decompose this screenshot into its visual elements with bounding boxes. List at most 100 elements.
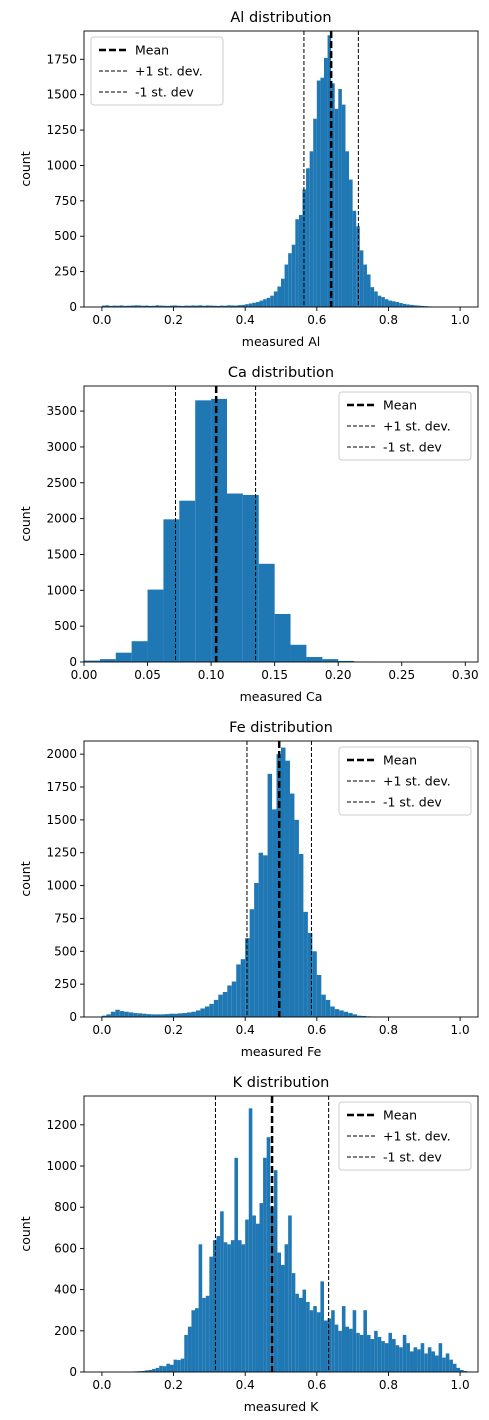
histogram-bar [212, 1240, 217, 1372]
histogram-bar [281, 278, 285, 307]
histogram-bar [289, 793, 295, 1017]
histogram-bar [133, 1013, 138, 1017]
histogram-bar [248, 303, 253, 307]
histogram-bar [209, 1003, 214, 1017]
histogram-bar [402, 1334, 407, 1372]
histogram-bar [384, 1343, 389, 1372]
histogram-bar [320, 1281, 324, 1372]
histogram-bar [160, 1014, 165, 1017]
histogram-bar [248, 1108, 253, 1372]
y-tick-label: 1000 [46, 583, 77, 597]
histogram-bar [370, 287, 375, 307]
histogram-bar [141, 305, 145, 307]
histogram-bar [366, 1334, 371, 1372]
histogram-bar [298, 854, 304, 1017]
y-tick-label: 750 [54, 194, 77, 208]
histogram-bar [352, 1014, 358, 1017]
histogram-bar [105, 305, 110, 307]
histogram-bar [357, 1015, 362, 1017]
y-tick-label: 1500 [46, 547, 77, 561]
chart-2: 0.00 0.05 0.10 0.15 0.20 0.25 0.30 0 500 1000 1500… [18, 365, 479, 704]
histogram-bar [169, 1013, 174, 1017]
x-tick-label: 0.30 [452, 668, 479, 682]
histogram-bar [395, 302, 400, 307]
histogram-bar [274, 613, 291, 662]
histogram-bar [309, 1310, 314, 1372]
histogram-bar [137, 1013, 143, 1017]
histogram-bar [223, 1242, 228, 1372]
y-tick-label: 600 [54, 1241, 77, 1255]
histogram-bars [101, 35, 461, 307]
y-tick-label: 1750 [46, 52, 77, 66]
histogram-bar [99, 659, 116, 662]
histogram-bar [245, 1219, 249, 1372]
histogram-bar [152, 305, 156, 307]
y-tick-label: 0 [69, 300, 77, 314]
histogram-bar [284, 264, 289, 307]
histogram-bar [110, 1011, 116, 1017]
y-tick-label: 200 [54, 1324, 77, 1338]
x-tick-label: 0.6 [307, 1378, 326, 1392]
histogram-bar [213, 999, 219, 1017]
y-tick-label: 0 [69, 655, 77, 669]
histogram-bar [290, 644, 307, 662]
histogram-bar [338, 1330, 342, 1372]
y-tick-label: 1500 [46, 88, 77, 102]
histogram-bar [334, 1324, 339, 1372]
legend-frame [338, 1101, 472, 1171]
y-tick-label: 400 [54, 1283, 77, 1297]
histogram-bar [241, 304, 246, 307]
histogram-bar [178, 1013, 183, 1017]
histogram-bar [227, 305, 231, 307]
histogram-bar [252, 302, 256, 307]
histogram-bar [162, 305, 167, 307]
axes-frame [83, 385, 479, 663]
x-tick-label: 0.15 [261, 668, 288, 682]
histogram-bar [322, 659, 339, 662]
histogram-bar [273, 291, 278, 307]
histogram-bar [220, 1211, 224, 1372]
histogram-bar [216, 305, 221, 307]
histogram-bar [258, 852, 264, 1017]
histogram-bar [152, 1368, 156, 1372]
histogram-bar [323, 57, 328, 307]
y-axis-label: count [18, 151, 33, 186]
legend: Mean +1 st. dev. -1 st. dev [338, 1101, 472, 1171]
x-tick-label: 0.8 [379, 313, 398, 327]
histogram-bar [155, 1014, 161, 1017]
histogram-bar [399, 1347, 403, 1372]
x-tick-label: 1.0 [451, 1023, 470, 1037]
histogram-bar [273, 1170, 278, 1372]
chart-3: 0.0 0.2 0.4 0.6 0.8 1.0 0 250 500 750 1000 1250 1500… [18, 720, 479, 1059]
histogram-bar [452, 1363, 457, 1372]
histogram-bar [359, 1334, 364, 1372]
histogram-bar [255, 302, 260, 307]
histogram-bars [130, 1108, 478, 1372]
histogram-bar [435, 1355, 439, 1372]
histogram-bar [325, 999, 331, 1017]
histogram-bar [427, 1347, 432, 1372]
histogram-bar [295, 219, 299, 307]
histogram-bar [220, 305, 224, 307]
histogram-bar [361, 1015, 367, 1017]
histogram-bar [218, 994, 223, 1017]
histogram-bar [173, 1013, 179, 1017]
histogram-bar [252, 1215, 256, 1372]
histogram-bar [205, 1295, 210, 1372]
histogram-bar [148, 305, 153, 307]
histogram-bar [277, 1252, 281, 1372]
histogram-bar [363, 1310, 367, 1372]
chart-title: Ca distribution [228, 365, 334, 381]
histogram-bar [442, 1357, 446, 1372]
histogram-bar [316, 1312, 321, 1372]
histogram-bars [101, 747, 465, 1017]
x-tick-label: 0.2 [164, 1378, 183, 1392]
histogram-bar [240, 959, 246, 1017]
legend-label: Mean [383, 398, 417, 413]
histogram-bar [226, 493, 243, 662]
histogram-bar [341, 104, 346, 307]
histogram-bar [312, 951, 317, 1017]
histogram-bar [343, 1011, 349, 1017]
histogram-bar [195, 305, 199, 307]
